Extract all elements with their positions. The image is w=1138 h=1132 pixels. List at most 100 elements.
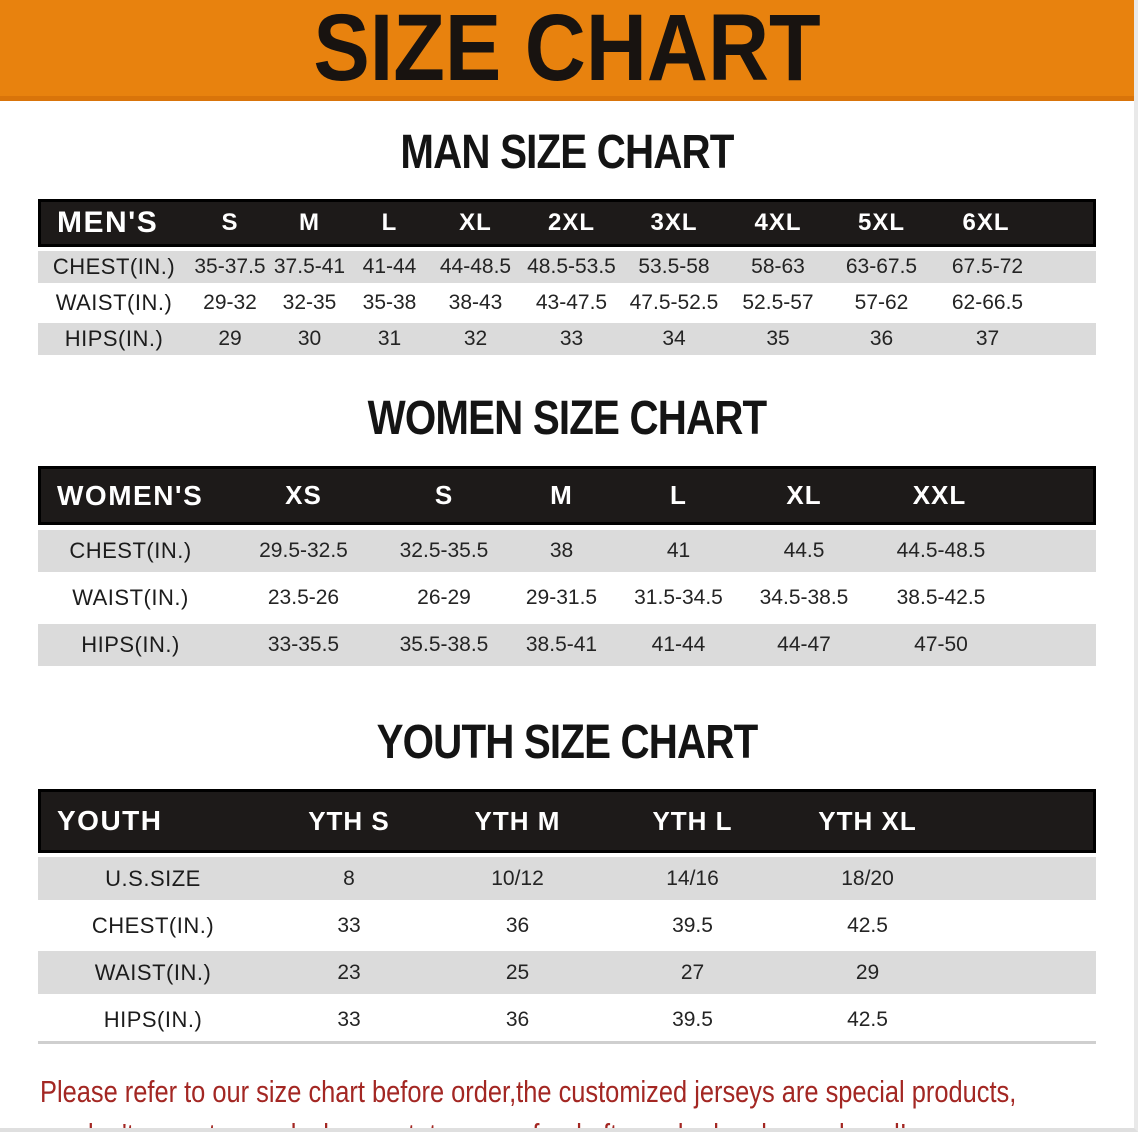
size-column-header: 3XL bbox=[622, 199, 726, 247]
disclaimer-line-2: we don't accept cancel, change, teturn o… bbox=[40, 1113, 1134, 1128]
measurement-value-cell: 48.5-53.5 bbox=[521, 251, 622, 283]
measurement-value-cell: 30 bbox=[270, 323, 349, 355]
measurement-value-cell: 43-47.5 bbox=[521, 287, 622, 319]
measurement-value-cell: 31.5-34.5 bbox=[619, 577, 738, 619]
measurement-value-cell: 29-31.5 bbox=[504, 577, 619, 619]
measurement-value-cell: 47-50 bbox=[870, 624, 1096, 666]
table-title-cell: MEN'S bbox=[38, 199, 190, 247]
size-column-header: YTH L bbox=[605, 789, 780, 853]
women-section-heading: WOMEN SIZE CHART bbox=[367, 392, 768, 445]
women-size-table: WOMEN'S XS S M L XL XXL CHEST(IN.) 29.5-32.5 32.… bbox=[38, 461, 1096, 671]
banner: SIZE CHART bbox=[0, 0, 1134, 101]
size-column-header: YTH M bbox=[430, 789, 605, 853]
measurement-value-cell: 33 bbox=[268, 998, 430, 1044]
size-column-header: 6XL bbox=[933, 199, 1096, 247]
measurement-value-cell: 10/12 bbox=[430, 857, 605, 900]
measurement-row: HIPS(IN.) 33-35.5 35.5-38.5 38.5-41 41-44 44-… bbox=[38, 624, 1096, 666]
measurement-value-cell: 41-44 bbox=[349, 251, 430, 283]
disclaimer-line-1: Please refer to our size chart before or… bbox=[40, 1074, 1017, 1109]
men-size-table: MEN'S S M L XL 2XL 3XL 4XL 5XL 6XL CHEST(IN.) 35-3… bbox=[38, 195, 1096, 359]
measurement-value-cell: 47.5-52.5 bbox=[622, 287, 726, 319]
row-label-cell: HIPS(IN.) bbox=[38, 323, 190, 355]
banner-title: SIZE CHART bbox=[313, 0, 821, 101]
measurement-row: U.S.SIZE 8 10/12 14/16 18/20 bbox=[38, 857, 1096, 900]
measurement-value-cell: 38.5-42.5 bbox=[870, 577, 1096, 619]
size-column-header: XL bbox=[738, 466, 870, 525]
measurement-row: CHEST(IN.) 35-37.5 37.5-41 41-44 44-48.5 48.5… bbox=[38, 251, 1096, 283]
size-column-header: 2XL bbox=[521, 199, 622, 247]
size-column-header: 5XL bbox=[830, 199, 933, 247]
men-table-header-row: MEN'S S M L XL 2XL 3XL 4XL 5XL 6XL bbox=[38, 199, 1096, 247]
measurement-value-cell: 44-48.5 bbox=[430, 251, 521, 283]
measurement-value-cell: 57-62 bbox=[830, 287, 933, 319]
spacer-cell bbox=[955, 857, 1096, 900]
measurement-value-cell: 67.5-72 bbox=[933, 251, 1096, 283]
size-column-header: S bbox=[190, 199, 270, 247]
measurement-value-cell: 38-43 bbox=[430, 287, 521, 319]
row-label-cell: CHEST(IN.) bbox=[38, 251, 190, 283]
row-label-cell: U.S.SIZE bbox=[38, 857, 268, 900]
measurement-value-cell: 33 bbox=[521, 323, 622, 355]
women-table-header-row: WOMEN'S XS S M L XL XXL bbox=[38, 466, 1096, 525]
youth-table-header-row: YOUTH YTH S YTH M YTH L YTH XL bbox=[38, 789, 1096, 853]
measurement-value-cell: 41 bbox=[619, 530, 738, 572]
measurement-value-cell: 36 bbox=[430, 904, 605, 947]
measurement-value-cell: 41-44 bbox=[619, 624, 738, 666]
measurement-value-cell: 23 bbox=[268, 951, 430, 994]
measurement-value-cell: 37 bbox=[933, 323, 1096, 355]
table-title-cell: WOMEN'S bbox=[38, 466, 223, 525]
size-column-header: M bbox=[504, 466, 619, 525]
disclaimer: Please refer to our size chart before or… bbox=[40, 1070, 1134, 1128]
measurement-value-cell: 34.5-38.5 bbox=[738, 577, 870, 619]
measurement-value-cell: 38.5-41 bbox=[504, 624, 619, 666]
measurement-value-cell: 42.5 bbox=[780, 904, 955, 947]
men-section-heading: MAN SIZE CHART bbox=[400, 126, 734, 179]
measurement-value-cell: 35.5-38.5 bbox=[384, 624, 504, 666]
measurement-value-cell: 38 bbox=[504, 530, 619, 572]
size-column-header: XXL bbox=[870, 466, 1096, 525]
measurement-value-cell: 18/20 bbox=[780, 857, 955, 900]
measurement-value-cell: 42.5 bbox=[780, 998, 955, 1044]
row-label-cell: WAIST(IN.) bbox=[38, 951, 268, 994]
measurement-value-cell: 29 bbox=[190, 323, 270, 355]
measurement-row: WAIST(IN.) 23 25 27 29 bbox=[38, 951, 1096, 994]
size-column-header: L bbox=[619, 466, 738, 525]
measurement-row: WAIST(IN.) 23.5-26 26-29 29-31.5 31.5-34.5 34… bbox=[38, 577, 1096, 619]
measurement-value-cell: 52.5-57 bbox=[726, 287, 830, 319]
measurement-value-cell: 63-67.5 bbox=[830, 251, 933, 283]
measurement-value-cell: 39.5 bbox=[605, 904, 780, 947]
measurement-row: CHEST(IN.) 33 36 39.5 42.5 bbox=[38, 904, 1096, 947]
spacer-cell bbox=[955, 904, 1096, 947]
measurement-value-cell: 35-37.5 bbox=[190, 251, 270, 283]
youth-size-table: YOUTH YTH S YTH M YTH L YTH XL U.S.SIZE 8 10/1… bbox=[38, 785, 1096, 1048]
size-column-header: M bbox=[270, 199, 349, 247]
spacer-cell bbox=[955, 998, 1096, 1044]
measurement-value-cell: 62-66.5 bbox=[933, 287, 1096, 319]
measurement-row: CHEST(IN.) 29.5-32.5 32.5-35.5 38 41 44.5 44.5… bbox=[38, 530, 1096, 572]
measurement-value-cell: 26-29 bbox=[384, 577, 504, 619]
women-size-section: WOMEN SIZE CHART WOMEN'S XS S M L XL XXL CHEST… bbox=[0, 393, 1134, 671]
measurement-value-cell: 35 bbox=[726, 323, 830, 355]
measurement-value-cell: 44.5 bbox=[738, 530, 870, 572]
row-label-cell: WAIST(IN.) bbox=[38, 577, 223, 619]
measurement-value-cell: 25 bbox=[430, 951, 605, 994]
row-label-cell: HIPS(IN.) bbox=[38, 624, 223, 666]
measurement-value-cell: 58-63 bbox=[726, 251, 830, 283]
spacer-cell bbox=[955, 789, 1096, 853]
measurement-value-cell: 29-32 bbox=[190, 287, 270, 319]
measurement-value-cell: 23.5-26 bbox=[223, 577, 384, 619]
measurement-value-cell: 36 bbox=[430, 998, 605, 1044]
size-column-header: XL bbox=[430, 199, 521, 247]
measurement-value-cell: 37.5-41 bbox=[270, 251, 349, 283]
measurement-value-cell: 35-38 bbox=[349, 287, 430, 319]
size-column-header: XS bbox=[223, 466, 384, 525]
measurement-value-cell: 32-35 bbox=[270, 287, 349, 319]
measurement-value-cell: 39.5 bbox=[605, 998, 780, 1044]
size-column-header: YTH S bbox=[268, 789, 430, 853]
measurement-value-cell: 27 bbox=[605, 951, 780, 994]
measurement-row: WAIST(IN.) 29-32 32-35 35-38 38-43 43-47.5 47.… bbox=[38, 287, 1096, 319]
measurement-value-cell: 29 bbox=[780, 951, 955, 994]
measurement-value-cell: 32.5-35.5 bbox=[384, 530, 504, 572]
measurement-value-cell: 36 bbox=[830, 323, 933, 355]
